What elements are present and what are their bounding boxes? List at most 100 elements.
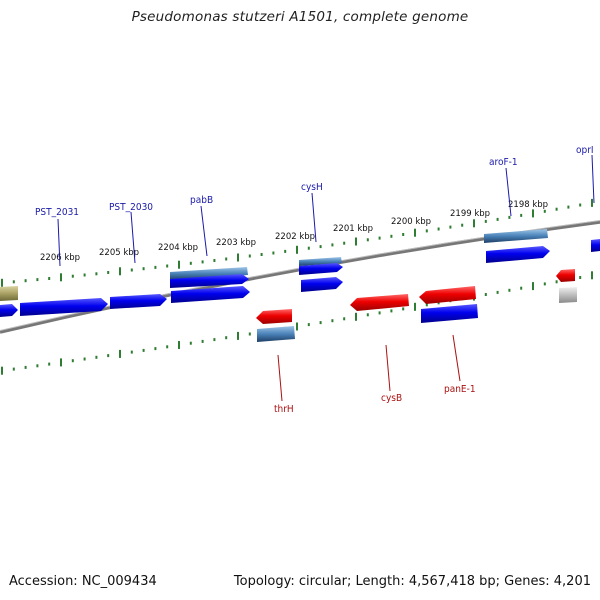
reverse-scale-minor-tick bbox=[366, 313, 369, 317]
reverse-scale-minor-tick bbox=[331, 319, 334, 323]
forward-scale-minor-tick bbox=[331, 243, 334, 247]
leader-line-opri bbox=[591, 154, 595, 204]
scale-label-2205: 2205 kbp bbox=[99, 248, 139, 258]
gene-arrow-pabb-a bbox=[170, 274, 249, 288]
forward-scale-minor-tick bbox=[225, 257, 228, 261]
gene-label-cysb: cysB bbox=[381, 393, 402, 404]
gene-label-cysh: cysH bbox=[301, 182, 323, 193]
forward-scale-major-tick bbox=[119, 267, 121, 276]
leader-line-cysh bbox=[311, 192, 317, 243]
gene-label-thrh: thrH bbox=[274, 404, 294, 415]
forward-scale-minor-tick bbox=[567, 205, 570, 209]
rna-feature-arof1 bbox=[484, 229, 548, 243]
reverse-scale-major-tick bbox=[414, 302, 416, 311]
reverse-scale-major-tick bbox=[532, 282, 534, 291]
forward-scale-minor-tick bbox=[449, 225, 452, 229]
reverse-scale-minor-tick bbox=[142, 348, 145, 352]
reverse-scale-minor-tick bbox=[319, 321, 322, 325]
leader-line-pst2031 bbox=[57, 218, 61, 267]
gene-label-pane1: panE-1 bbox=[444, 384, 476, 395]
reverse-scale-minor-tick bbox=[201, 339, 204, 343]
misc-feature-right bbox=[559, 287, 577, 303]
reverse-scale-minor-tick bbox=[107, 354, 110, 358]
reverse-scale-major-tick bbox=[178, 341, 180, 349]
forward-scale-major-tick bbox=[414, 228, 416, 237]
forward-scale-minor-tick bbox=[107, 271, 110, 274]
gene-arrow-cysb bbox=[350, 294, 409, 311]
forward-scale-minor-tick bbox=[213, 259, 216, 262]
reverse-scale-minor-tick bbox=[24, 365, 27, 369]
forward-scale-major-tick bbox=[532, 209, 534, 218]
forward-scale-major-tick bbox=[60, 273, 62, 282]
gene-label-pst2030: PST_2030 bbox=[109, 202, 153, 213]
forward-scale-minor-tick bbox=[378, 236, 381, 240]
gene-arrow-cysh-b bbox=[301, 277, 343, 292]
gene-label-pst2031: PST_2031 bbox=[35, 207, 79, 218]
gene-label-opri: oprI bbox=[576, 145, 594, 156]
reverse-scale-minor-tick bbox=[166, 345, 169, 349]
forward-scale-major-tick bbox=[237, 253, 239, 262]
reverse-scale-minor-tick bbox=[425, 303, 428, 307]
forward-scale-minor-tick bbox=[319, 245, 322, 249]
reverse-scale-minor-tick bbox=[555, 280, 558, 284]
gene-arrow-opri bbox=[591, 239, 600, 252]
forward-scale-minor-tick bbox=[260, 253, 263, 256]
forward-strand-features bbox=[0, 229, 600, 317]
forward-scale-minor-tick bbox=[390, 234, 393, 238]
forward-scale-minor-tick bbox=[543, 209, 546, 213]
leader-line-pane1 bbox=[452, 334, 461, 382]
scale-label-2204: 2204 kbp bbox=[158, 243, 198, 253]
reverse-scale-minor-tick bbox=[248, 332, 251, 336]
reverse-scale-minor-tick bbox=[378, 311, 381, 315]
reverse-scale-minor-tick bbox=[130, 350, 133, 354]
leader-line-pabb bbox=[200, 205, 208, 257]
reverse-scale-minor-tick bbox=[402, 307, 405, 311]
scale-label-2199: 2199 kbp bbox=[450, 209, 490, 219]
map-title: Pseudomonas stutzeri A1501, complete gen… bbox=[131, 9, 469, 25]
forward-scale-minor-tick bbox=[284, 249, 287, 253]
forward-scale-minor-tick bbox=[366, 238, 369, 242]
reverse-scale-major-tick bbox=[355, 312, 357, 321]
forward-scale-minor-tick bbox=[12, 280, 15, 284]
reverse-scale-minor-tick bbox=[225, 336, 228, 340]
forward-scale-minor-tick bbox=[437, 227, 440, 231]
forward-scale-minor-tick bbox=[579, 203, 582, 207]
reverse-scale-minor-tick bbox=[213, 338, 216, 342]
forward-scale-minor-tick bbox=[520, 213, 523, 217]
reverse-scale-major-tick bbox=[119, 349, 121, 358]
reverse-scale-minor-tick bbox=[36, 364, 39, 368]
forward-scale-minor-tick bbox=[130, 268, 133, 272]
forward-scale-ticks bbox=[1, 198, 593, 287]
gene-arrow-cysh-a bbox=[299, 263, 343, 275]
forward-scale-minor-tick bbox=[48, 277, 51, 280]
reverse-scale-minor-tick bbox=[95, 355, 98, 359]
gene-arrow-pst2031 bbox=[20, 298, 108, 316]
gene-arrow-reverse-left bbox=[256, 309, 292, 324]
gene-arrow-arof1-a bbox=[486, 246, 550, 263]
reverse-strand-features bbox=[256, 269, 577, 342]
gene-label-arof1: aroF-1 bbox=[489, 157, 518, 168]
reverse-scale-minor-tick bbox=[71, 359, 74, 363]
topology-text: Topology: circular; Length: 4,567,418 bp… bbox=[233, 574, 591, 589]
gene-arrow-pane1 bbox=[419, 286, 476, 304]
reverse-scale-minor-tick bbox=[12, 367, 15, 371]
scale-label-2203: 2203 kbp bbox=[216, 238, 256, 248]
reverse-scale-minor-tick bbox=[437, 301, 440, 305]
rna-feature-pabb bbox=[170, 267, 248, 280]
forward-scale-minor-tick bbox=[201, 260, 204, 264]
reverse-scale-minor-tick bbox=[83, 357, 86, 361]
reverse-scale-minor-tick bbox=[543, 282, 546, 286]
misc-feature-left bbox=[0, 286, 18, 301]
scale-label-2198: 2198 kbp bbox=[508, 200, 548, 210]
reverse-scale-major-tick bbox=[60, 358, 62, 367]
forward-scale-major-tick bbox=[591, 198, 593, 207]
reverse-scale-minor-tick bbox=[154, 347, 157, 351]
reverse-scale-minor-tick bbox=[343, 317, 346, 321]
reverse-scale-minor-tick bbox=[307, 323, 310, 327]
reverse-scale-minor-tick bbox=[484, 293, 487, 296]
reverse-scale-ticks bbox=[1, 271, 593, 375]
gene-label-pabb: pabB bbox=[190, 195, 213, 206]
reverse-scale-major-tick bbox=[237, 331, 239, 340]
forward-scale-minor-tick bbox=[142, 267, 145, 271]
forward-scale-minor-tick bbox=[555, 207, 558, 211]
